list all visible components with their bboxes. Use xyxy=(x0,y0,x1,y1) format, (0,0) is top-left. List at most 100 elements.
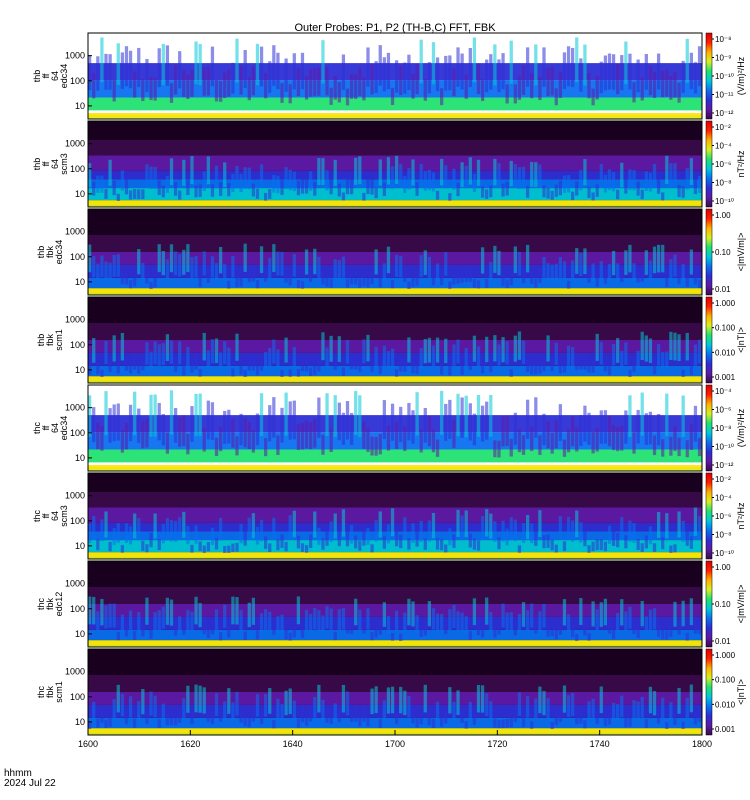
colorbar-label: <|mV/m|> xyxy=(736,233,746,272)
spectrogram-column xyxy=(251,264,255,282)
spectrogram-column xyxy=(669,259,673,279)
panel-ylabel-line: 64 xyxy=(50,423,60,433)
spectrogram-column xyxy=(444,55,448,91)
spectrogram-column xyxy=(399,633,403,642)
spectrogram-column xyxy=(341,192,346,201)
spectrogram-column xyxy=(370,632,374,641)
spectrogram-column xyxy=(427,416,432,447)
spectrogram-column xyxy=(182,415,186,446)
spectrogram-column xyxy=(423,407,427,443)
spectrogram-column xyxy=(673,332,677,361)
spectrogram-column xyxy=(575,510,579,538)
spectrogram-column xyxy=(579,353,583,370)
spectrogram-column xyxy=(489,185,493,198)
spectrogram-column xyxy=(194,41,198,85)
spectrogram-column xyxy=(558,257,562,278)
spectrogram-column xyxy=(468,265,472,282)
spectrogram-column xyxy=(583,621,587,636)
spectrogram-column xyxy=(337,260,341,280)
spectrogram-column xyxy=(419,255,423,278)
y-tick-label: 10 xyxy=(75,453,85,463)
spectrogram-column xyxy=(489,359,493,373)
spectrogram-column xyxy=(480,626,485,638)
spectrogram-column xyxy=(403,612,407,632)
spectrogram-column xyxy=(251,513,255,539)
spectrogram-column xyxy=(677,437,681,457)
spectrogram-column xyxy=(525,610,530,631)
spectrogram-column xyxy=(182,619,186,635)
spectrogram-column xyxy=(546,534,550,548)
spectrogram-column xyxy=(304,177,309,194)
spectrogram-column xyxy=(333,259,337,279)
spectrogram-column xyxy=(632,169,636,191)
low-frequency-strip xyxy=(88,289,702,293)
spectrogram-column xyxy=(157,539,161,551)
colorbar-tick-label: 1.00 xyxy=(715,563,731,572)
spectrogram-column xyxy=(247,355,251,371)
spectrogram-column xyxy=(255,413,260,446)
spectrogram-column xyxy=(685,697,689,719)
spectrogram-column xyxy=(558,180,562,196)
spectrogram-column xyxy=(530,72,534,99)
spectrogram-column xyxy=(579,415,583,446)
colorbar xyxy=(705,384,713,472)
spectrogram-column xyxy=(452,419,456,448)
spectrogram-column xyxy=(251,355,255,371)
spectrogram-column xyxy=(652,543,657,552)
spectrogram-column xyxy=(431,429,436,453)
spectrogram-column xyxy=(100,599,104,626)
spectrogram-column xyxy=(665,155,669,184)
spectrogram-column xyxy=(542,356,546,372)
spectrogram-column xyxy=(161,414,165,446)
spectrogram-column xyxy=(268,543,272,552)
spectrogram-column xyxy=(444,165,448,189)
spectrogram-column xyxy=(390,686,395,714)
spectrogram-column xyxy=(370,436,374,456)
spectrogram-column xyxy=(165,597,170,625)
spectrogram-column xyxy=(120,270,125,285)
colorbar-label: <|mV/m|> xyxy=(736,585,746,624)
spectrogram-column xyxy=(133,718,137,728)
colorbar-tick-label: 10⁻⁸ xyxy=(715,424,732,433)
spectrogram-column xyxy=(677,619,681,635)
spectrogram-column xyxy=(648,411,653,445)
spectrogram-column xyxy=(460,162,464,187)
spectrogram-column xyxy=(321,271,325,285)
spectrogram-column xyxy=(697,46,702,87)
spectrogram-column xyxy=(264,694,268,717)
spectrogram-column xyxy=(333,159,337,186)
spectrogram-column xyxy=(448,528,452,546)
spectrogram-column xyxy=(309,367,313,376)
spectrogram-column xyxy=(145,418,149,448)
spectrogram-column xyxy=(435,190,440,200)
spectrogram-column xyxy=(587,359,591,373)
spectrogram-column xyxy=(558,361,562,374)
spectrogram-column xyxy=(239,276,243,287)
spectrogram-column xyxy=(444,618,448,635)
spectrogram-column xyxy=(104,605,108,629)
spectrogram-column xyxy=(173,520,178,542)
spectrogram-column xyxy=(382,536,386,549)
spectrogram-column xyxy=(349,618,354,635)
panel-ylabel-line: scm3 xyxy=(59,505,69,527)
panel-ylabel-line: fbk xyxy=(45,686,55,699)
y-tick-label: 1000 xyxy=(65,579,85,589)
spectrogram-column xyxy=(542,604,546,628)
spectrogram-column xyxy=(681,369,685,377)
spectrogram-column xyxy=(599,602,603,627)
spectrogram-column xyxy=(108,716,112,727)
spectrogram-column xyxy=(390,166,395,189)
spectrogram-column xyxy=(268,61,272,94)
spectrogram-column xyxy=(480,405,485,442)
spectrogram-column xyxy=(611,424,616,451)
spectrogram-column xyxy=(493,44,497,86)
spectrogram-column xyxy=(485,59,489,93)
spectrogram-column xyxy=(280,179,284,195)
spectrogram-column xyxy=(693,271,698,285)
spectrogram-column xyxy=(243,167,247,190)
spectrogram-column xyxy=(128,610,133,631)
spectrogram-column xyxy=(169,713,174,726)
spectrogram-column xyxy=(264,192,268,201)
spectrogram-column xyxy=(137,408,141,443)
